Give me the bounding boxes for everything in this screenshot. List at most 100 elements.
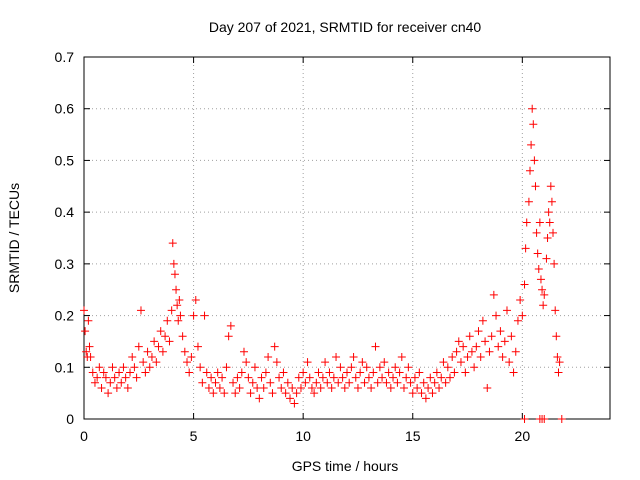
data-point [130, 363, 139, 372]
data-point [417, 389, 426, 398]
x-tick-label: 15 [405, 428, 421, 444]
data-point [161, 332, 170, 341]
data-point [353, 383, 362, 392]
data-point [150, 337, 159, 346]
data-point [364, 373, 373, 382]
plot-frame [83, 56, 611, 420]
data-point [268, 389, 277, 398]
data-point [128, 352, 137, 361]
data-point [154, 342, 163, 351]
data-point [93, 373, 102, 382]
data-point [207, 373, 216, 382]
data-point [430, 378, 439, 387]
data-point [533, 249, 542, 258]
y-tick-label: 0.7 [55, 49, 75, 65]
data-point [511, 347, 520, 356]
data-point [373, 378, 382, 387]
data-point [288, 383, 297, 392]
x-axis-label: GPS time / hours [292, 458, 399, 474]
data-point [332, 352, 341, 361]
data-point [231, 389, 240, 398]
data-point [209, 389, 218, 398]
data-point [547, 197, 556, 206]
data-point [318, 373, 327, 382]
data-point [233, 373, 242, 382]
data-point [358, 358, 367, 367]
data-point [391, 363, 400, 372]
y-tick-labels: 0 0.1 0.2 0.3 0.4 0.5 0.6 0.7 [55, 49, 75, 427]
data-point [218, 373, 227, 382]
data-point [220, 389, 229, 398]
data-point [305, 373, 314, 382]
data-point [544, 208, 553, 217]
data-point [456, 358, 465, 367]
data-point [108, 363, 117, 372]
data-point [323, 378, 332, 387]
data-point [509, 368, 518, 377]
data-point [349, 352, 358, 361]
data-point [261, 368, 270, 377]
data-point [191, 296, 200, 305]
data-point [513, 316, 522, 325]
data-point [502, 306, 511, 315]
data-point [211, 378, 220, 387]
data-point [421, 394, 430, 403]
data-point [310, 389, 319, 398]
data-point [557, 415, 566, 423]
data-point [279, 368, 288, 377]
data-point [259, 383, 268, 392]
data-point [483, 383, 492, 392]
data-point [292, 389, 301, 398]
data-point [239, 347, 248, 356]
data-point [226, 321, 235, 330]
data-point [534, 265, 543, 274]
data-point [152, 358, 161, 367]
data-point [101, 373, 110, 382]
data-point [439, 358, 448, 367]
data-point [505, 358, 514, 367]
data-point [522, 218, 531, 227]
data-point [235, 383, 244, 392]
data-point [277, 383, 286, 392]
data-point [494, 342, 503, 351]
data-point [395, 368, 404, 377]
data-point [143, 347, 152, 356]
data-point [520, 280, 529, 289]
data-point [540, 290, 549, 299]
data-point [338, 373, 347, 382]
data-point [215, 383, 224, 392]
data-point [554, 368, 563, 377]
y-tick-label: 0.1 [55, 359, 75, 375]
data-point [224, 332, 233, 341]
data-point [461, 368, 470, 377]
data-point [266, 378, 275, 387]
data-point [432, 368, 441, 377]
data-point [452, 347, 461, 356]
data-point [369, 368, 378, 377]
data-point [545, 218, 554, 227]
data-point [248, 378, 257, 387]
data-point [296, 383, 305, 392]
data-point [542, 254, 551, 263]
data-point [147, 352, 156, 361]
data-point [196, 363, 205, 372]
data-point [516, 296, 525, 305]
data-point [307, 383, 316, 392]
y-tick-label: 0.2 [55, 308, 75, 324]
data-point [141, 368, 150, 377]
data-point [314, 368, 323, 377]
data-point [467, 347, 476, 356]
y-tick-label: 0.3 [55, 256, 75, 272]
data-point [97, 383, 106, 392]
data-point [115, 368, 124, 377]
data-point [551, 306, 560, 315]
data-point [174, 316, 183, 325]
data-point [246, 389, 255, 398]
data-point [375, 363, 384, 372]
data-point [110, 373, 119, 382]
data-point [165, 337, 174, 346]
data-point [435, 383, 444, 392]
data-point [321, 358, 330, 367]
data-point [380, 358, 389, 367]
data-point [281, 389, 290, 398]
